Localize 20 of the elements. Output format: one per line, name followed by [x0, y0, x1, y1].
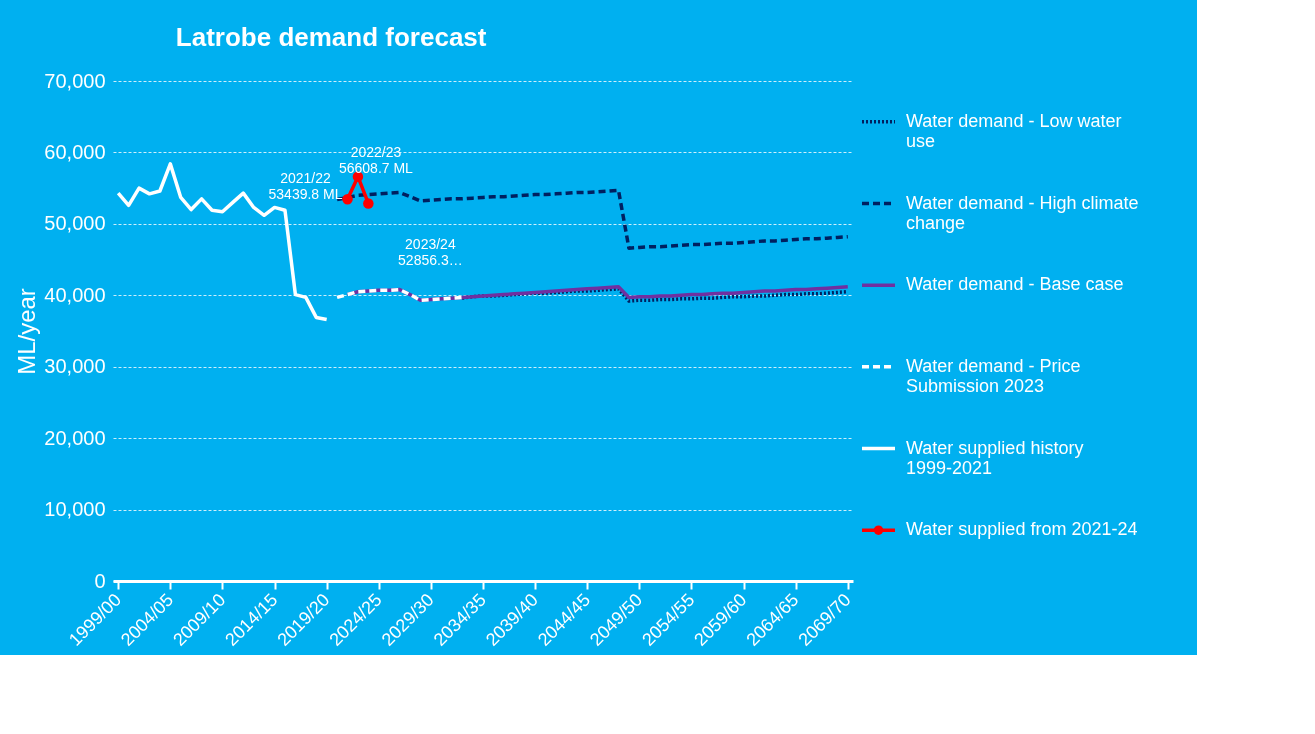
point	[363, 198, 374, 209]
y-tick-label: 50,000	[44, 212, 106, 235]
y-tick-label: 30,000	[44, 355, 106, 378]
y-tick-label: 0	[94, 569, 106, 592]
y-tick-label: 20,000	[44, 426, 106, 449]
y-tick-label: 70,000	[44, 69, 106, 92]
legend-label: Water demand - Low water use	[906, 110, 1122, 151]
legend-label: Water demand - High climate change	[906, 192, 1139, 233]
legend-label: Water demand - Base case	[906, 274, 1124, 295]
legend-label: Water supplied from 2021-24	[906, 519, 1138, 540]
point	[342, 194, 353, 205]
annotation: 2022/23 56608.7 ML	[338, 143, 414, 176]
y-tick-label: 40,000	[44, 283, 106, 306]
y-tick-label: 10,000	[44, 498, 106, 521]
annotation: 2023/24 52856.3…	[398, 236, 463, 269]
chart-title: Latrobe demand forecast	[175, 22, 487, 52]
y-axis-title: ML/year	[13, 288, 41, 375]
legend-label: Water supplied history 1999-2021	[906, 437, 1084, 478]
legend-label: Water demand - Price Submission 2023	[906, 355, 1081, 396]
y-tick-label: 60,000	[44, 140, 106, 163]
